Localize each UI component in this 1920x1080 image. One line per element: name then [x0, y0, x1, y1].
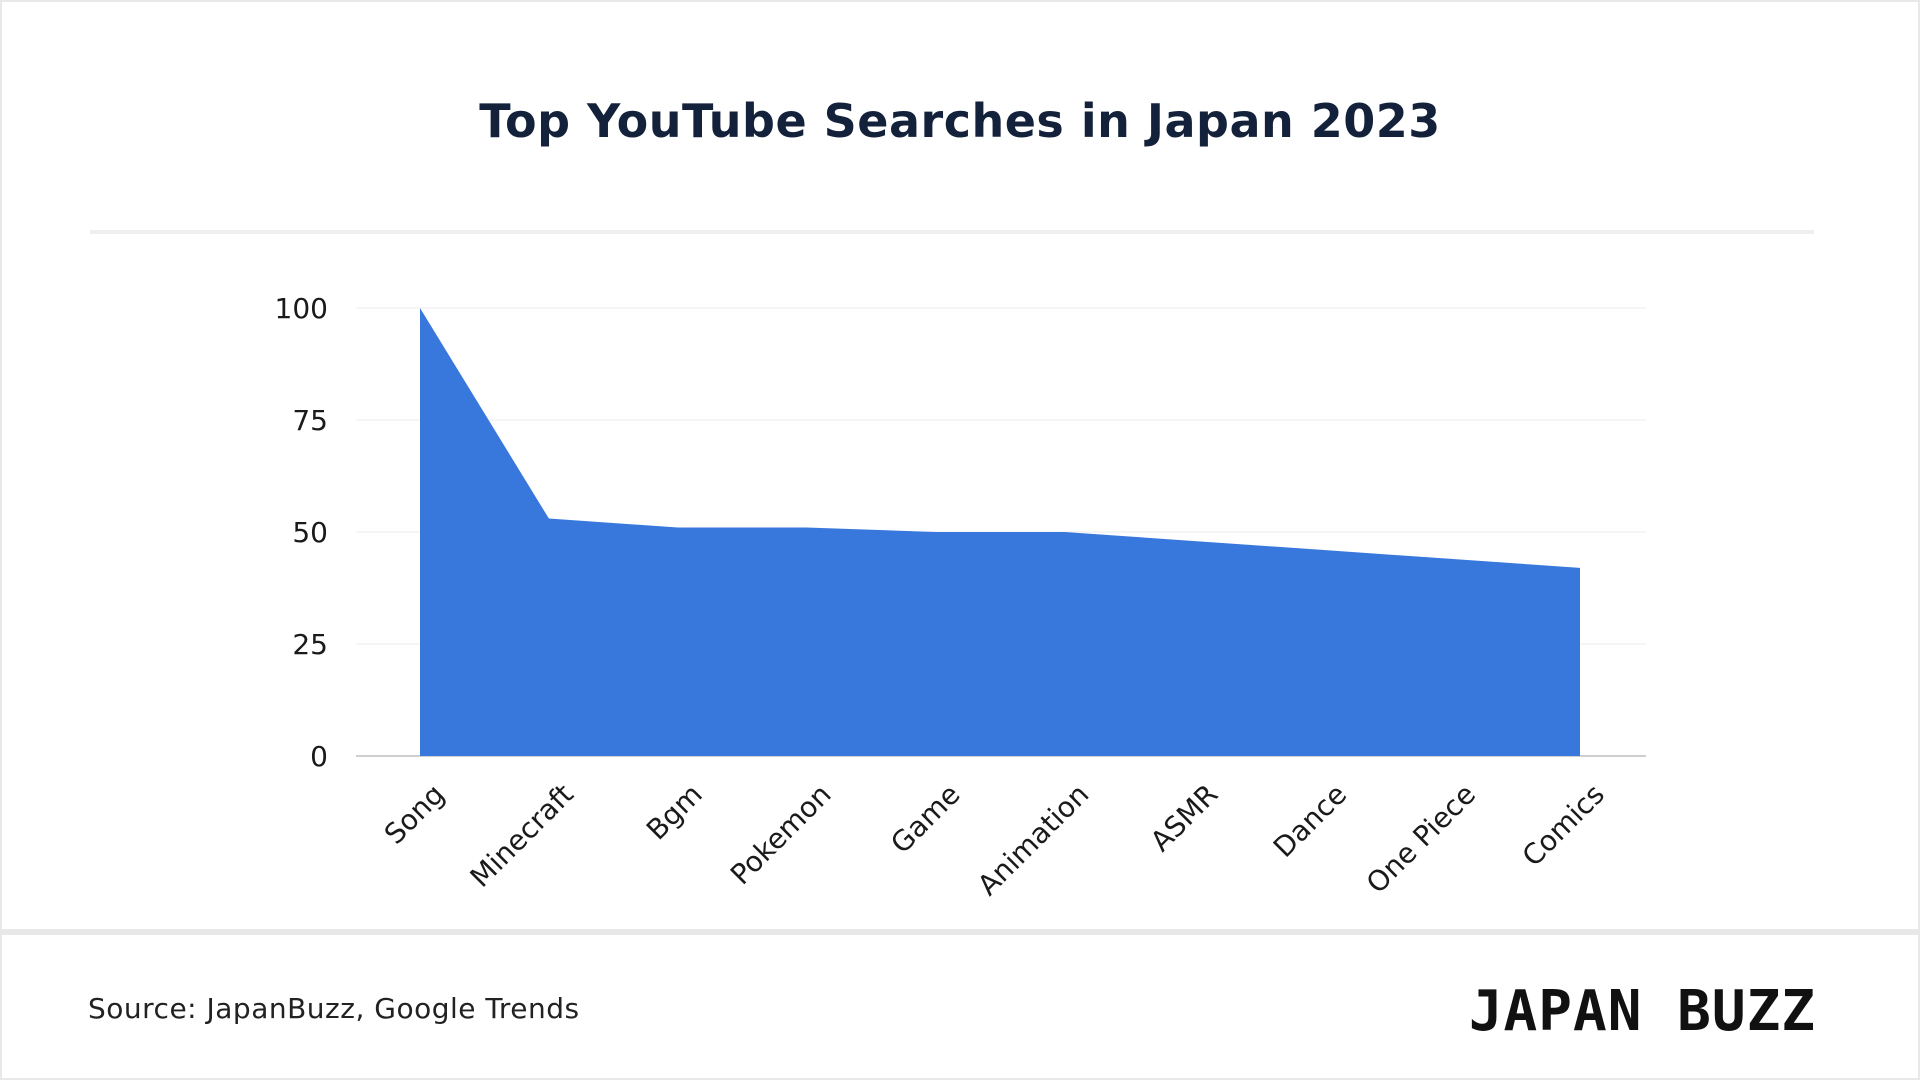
title-divider	[90, 230, 1814, 234]
x-tick-label: Song	[378, 778, 451, 851]
x-tick-label: One Piece	[1360, 778, 1482, 900]
y-tick-label: 25	[292, 628, 328, 661]
y-tick-label: 100	[275, 292, 328, 325]
footer: Source: JapanBuzz, Google Trends JAPAN B…	[2, 935, 1918, 1078]
area-series	[420, 308, 1580, 756]
x-tick-label: Game	[884, 778, 966, 860]
y-tick-label: 50	[292, 516, 328, 549]
x-tick-label: Minecraft	[464, 778, 580, 894]
x-tick-label: ASMR	[1144, 778, 1224, 858]
x-tick-label: Comics	[1516, 778, 1611, 873]
source-note: Source: JapanBuzz, Google Trends	[88, 992, 580, 1025]
area-chart: 0 25 50 75 100 Song Minecraft Bgm Pokemon Game Ani…	[275, 292, 1646, 902]
chart-card: Top YouTube Searches in Japan 2023 0 25 50…	[2, 2, 1918, 929]
chart-title: Top YouTube Searches in Japan 2023	[479, 94, 1441, 148]
y-tick-label: 75	[292, 404, 328, 437]
x-tick-label: Pokemon	[724, 778, 838, 892]
x-tick-label: Bgm	[640, 778, 709, 847]
japan-buzz-logo: JAPAN BUZZ	[1468, 979, 1816, 1044]
x-tick-label: Dance	[1267, 778, 1353, 864]
y-tick-label: 0	[310, 740, 328, 773]
x-tick-label: Animation	[971, 778, 1095, 902]
